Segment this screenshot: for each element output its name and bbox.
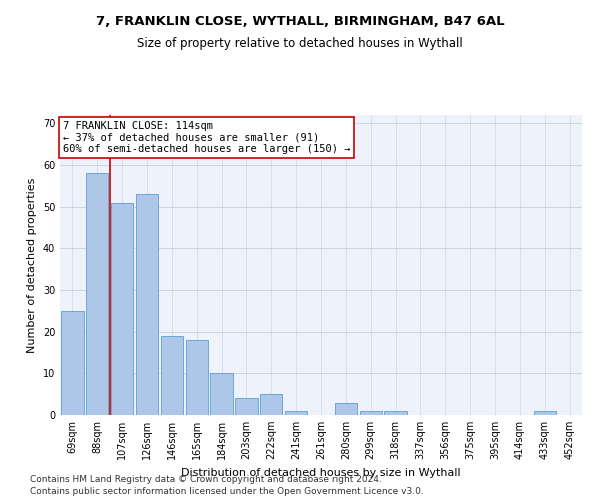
Text: Contains public sector information licensed under the Open Government Licence v3: Contains public sector information licen…: [30, 487, 424, 496]
X-axis label: Distribution of detached houses by size in Wythall: Distribution of detached houses by size …: [181, 468, 461, 477]
Bar: [86, 174, 109, 415]
Bar: [260, 394, 283, 415]
Bar: [235, 398, 257, 415]
Bar: [111, 202, 133, 415]
Text: 7, FRANKLIN CLOSE, WYTHALL, BIRMINGHAM, B47 6AL: 7, FRANKLIN CLOSE, WYTHALL, BIRMINGHAM, …: [95, 15, 505, 28]
Text: 7 FRANKLIN CLOSE: 114sqm
← 37% of detached houses are smaller (91)
60% of semi-d: 7 FRANKLIN CLOSE: 114sqm ← 37% of detach…: [62, 121, 350, 154]
Bar: [385, 411, 407, 415]
Text: Contains HM Land Registry data © Crown copyright and database right 2024.: Contains HM Land Registry data © Crown c…: [30, 475, 382, 484]
Bar: [136, 194, 158, 415]
Bar: [185, 340, 208, 415]
Bar: [335, 402, 357, 415]
Bar: [161, 336, 183, 415]
Bar: [533, 411, 556, 415]
Text: Size of property relative to detached houses in Wythall: Size of property relative to detached ho…: [137, 38, 463, 51]
Bar: [285, 411, 307, 415]
Bar: [61, 311, 83, 415]
Bar: [211, 374, 233, 415]
Bar: [359, 411, 382, 415]
Y-axis label: Number of detached properties: Number of detached properties: [27, 178, 37, 352]
